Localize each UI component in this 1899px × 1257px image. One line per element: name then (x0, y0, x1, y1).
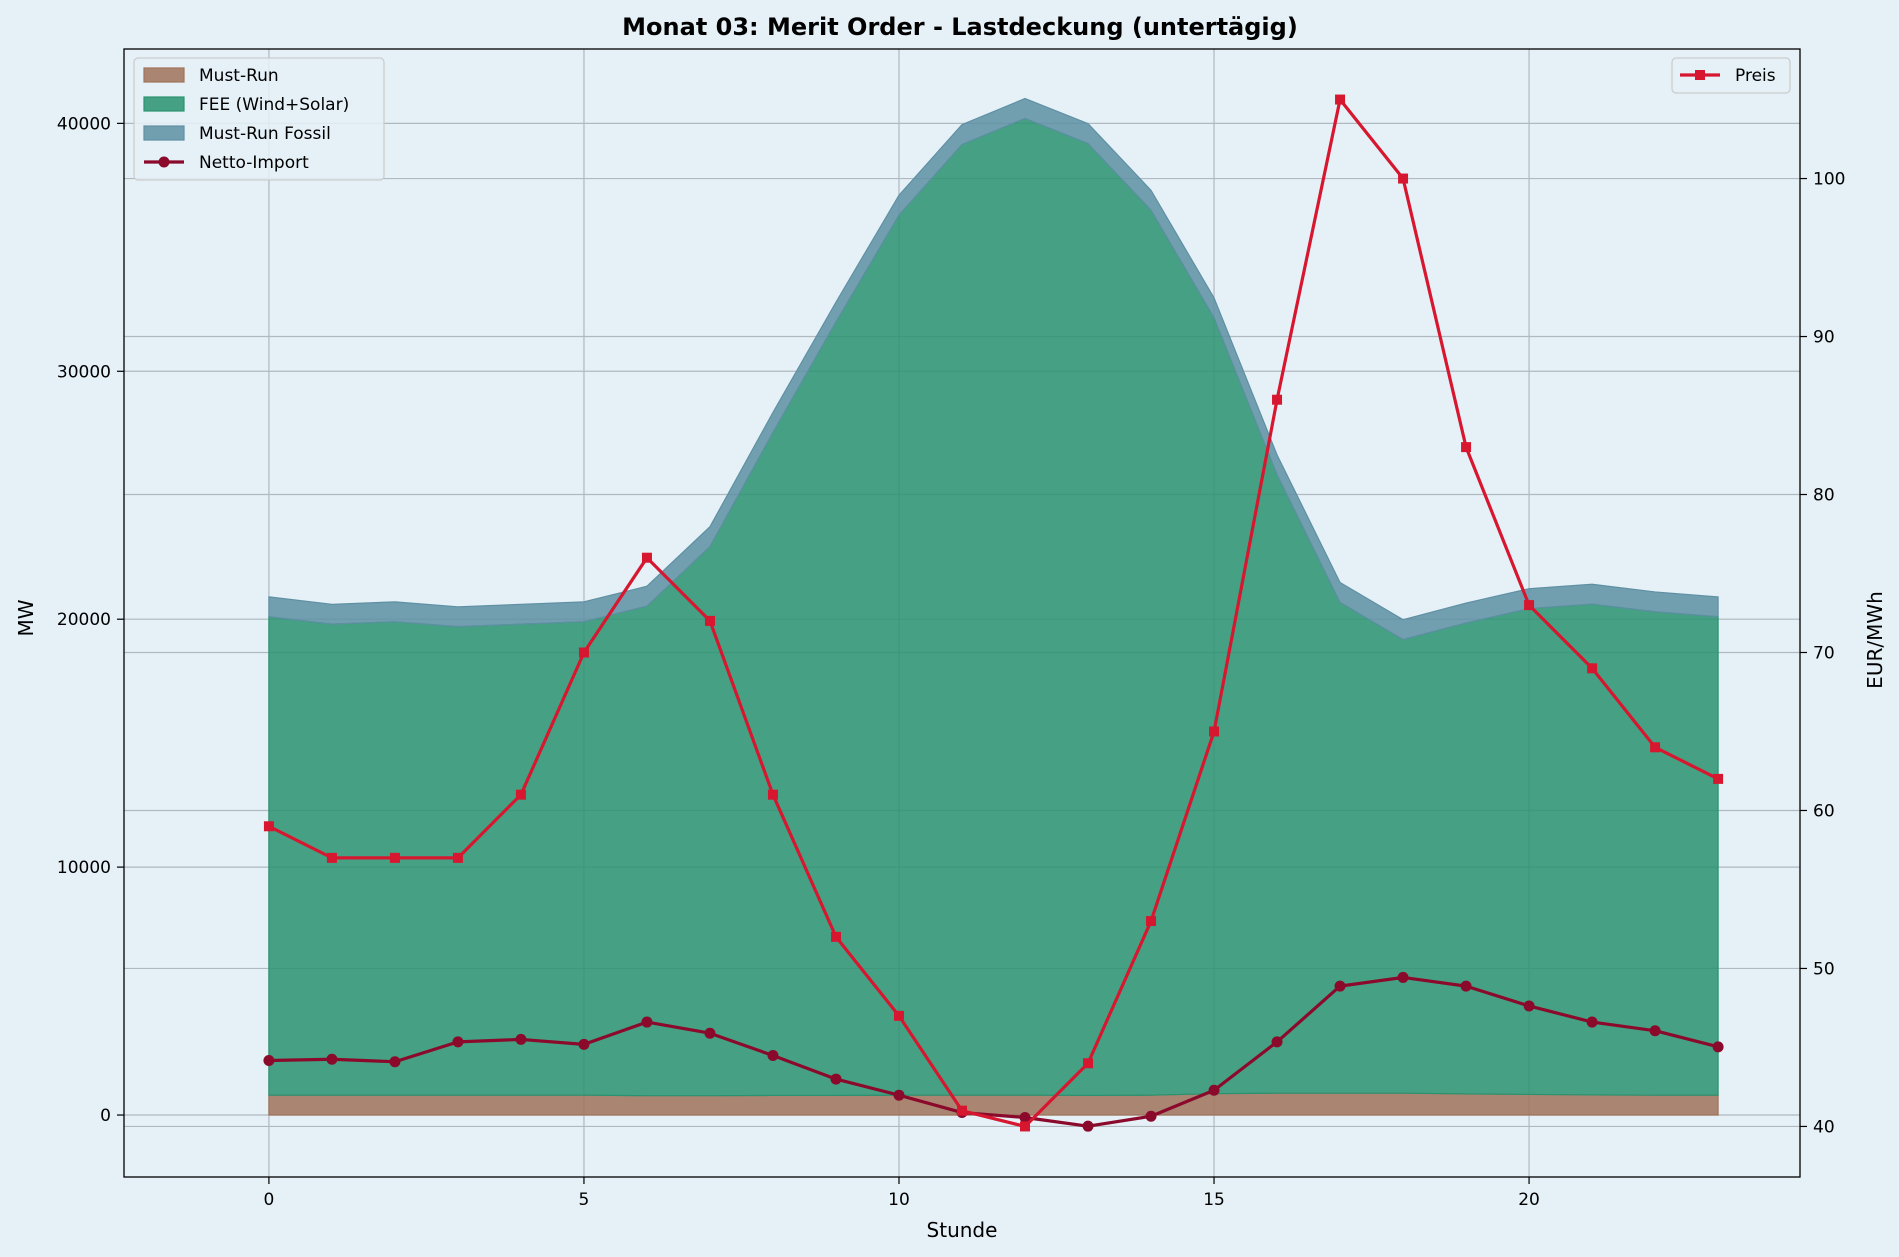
legend-right-box (1671, 57, 1791, 94)
point-preis (389, 852, 400, 863)
point-preis (1587, 663, 1598, 674)
point-netto-import (1649, 1025, 1661, 1037)
point-netto-import (1082, 1120, 1094, 1132)
point-netto-import (578, 1038, 590, 1050)
x-tick-label: 10 (888, 1190, 910, 1210)
line-netto-import (268, 975, 1719, 1128)
y2-tick-label: 40 (1813, 1117, 1835, 1137)
line-series (263, 94, 1724, 1132)
legend-label: FEE (Wind+Solar) (199, 95, 349, 115)
y2-tick-label: 100 (1813, 170, 1845, 190)
y-tick-label: 30000 (57, 362, 111, 382)
line-preis (268, 97, 1719, 1129)
point-preis (767, 789, 778, 800)
point-netto-import (1712, 1041, 1724, 1053)
area-must-run-fossil (268, 97, 1719, 641)
point-preis (830, 931, 841, 942)
x-tick-label: 0 (264, 1190, 275, 1210)
point-netto-import (1586, 1016, 1598, 1028)
point-preis (1146, 916, 1157, 927)
legend-marker (1695, 70, 1705, 80)
point-preis (1272, 394, 1283, 405)
x-tick-label: 5 (579, 1190, 590, 1210)
point-preis (515, 789, 526, 800)
legend-label: Netto-Import (199, 153, 309, 173)
point-preis (1713, 773, 1724, 784)
point-netto-import (1019, 1112, 1031, 1124)
point-preis (1398, 173, 1409, 184)
y2-tick-label: 80 (1813, 486, 1835, 506)
point-netto-import (263, 1054, 275, 1066)
y2-axis-label: EUR/MWh (1863, 591, 1887, 689)
y2-tick-label: 60 (1813, 801, 1835, 821)
legend-left-box (133, 57, 385, 181)
y-tick-label: 10000 (57, 858, 111, 878)
legend-marker (158, 156, 170, 168)
point-preis (452, 852, 463, 863)
legend-label: Must-Run Fossil (199, 124, 331, 144)
legend-swatch (143, 125, 185, 141)
point-netto-import (1397, 971, 1409, 983)
point-netto-import (1208, 1084, 1220, 1096)
point-netto-import (893, 1089, 905, 1101)
x-axis-label: Stunde (927, 1218, 998, 1242)
point-preis (704, 615, 715, 626)
point-preis (326, 852, 337, 863)
point-netto-import (1460, 980, 1472, 992)
point-netto-import (326, 1053, 338, 1065)
plot-frame (123, 48, 1801, 1178)
point-preis (1461, 442, 1472, 453)
point-netto-import (389, 1056, 401, 1068)
legend-label: Must-Run (199, 66, 279, 86)
x-tick-label: 20 (1518, 1190, 1540, 1210)
y-tick-label: 40000 (57, 114, 111, 134)
legends: Must-Run FEE (Wind+Solar) Must-Run Fossil N… (133, 57, 1791, 181)
point-preis (1083, 1058, 1094, 1069)
point-netto-import (1271, 1036, 1283, 1048)
y2-tick-label: 70 (1813, 643, 1835, 663)
point-netto-import (452, 1036, 464, 1048)
legend-swatch (143, 67, 185, 83)
point-netto-import (830, 1073, 842, 1085)
x-tick-label: 15 (1203, 1190, 1225, 1210)
point-netto-import (704, 1027, 716, 1039)
point-netto-import (515, 1033, 527, 1045)
point-netto-import (767, 1050, 779, 1062)
y-tick-label: 0 (100, 1106, 111, 1126)
point-preis (1335, 94, 1346, 105)
y-tick-label: 20000 (57, 610, 111, 630)
point-netto-import (1145, 1110, 1157, 1122)
y2-tick-label: 50 (1813, 959, 1835, 979)
point-preis (1650, 742, 1661, 753)
point-preis (1209, 726, 1220, 737)
y-axis-label: MW (14, 599, 38, 636)
point-netto-import (1334, 980, 1346, 992)
axis-ticks: 0 5 10 15 20 0 10000 20000 30000 40000 40 50 60 70 80 9… (57, 114, 1846, 1210)
point-preis (1020, 1121, 1031, 1132)
legend-label: Preis (1735, 66, 1776, 86)
point-preis (578, 647, 589, 658)
stacked-areas (268, 97, 1719, 1116)
point-preis (641, 552, 652, 563)
legend-swatch (143, 96, 185, 112)
point-preis (1524, 600, 1535, 611)
point-netto-import (1523, 1000, 1535, 1012)
point-netto-import (641, 1016, 653, 1028)
point-preis (893, 1010, 904, 1021)
area-must-run (268, 1092, 1719, 1116)
point-preis (263, 821, 274, 832)
y2-tick-label: 90 (1813, 328, 1835, 348)
point-preis (957, 1105, 967, 1116)
chart-title: Monat 03: Merit Order - Lastdeckung (unt… (622, 13, 1298, 41)
